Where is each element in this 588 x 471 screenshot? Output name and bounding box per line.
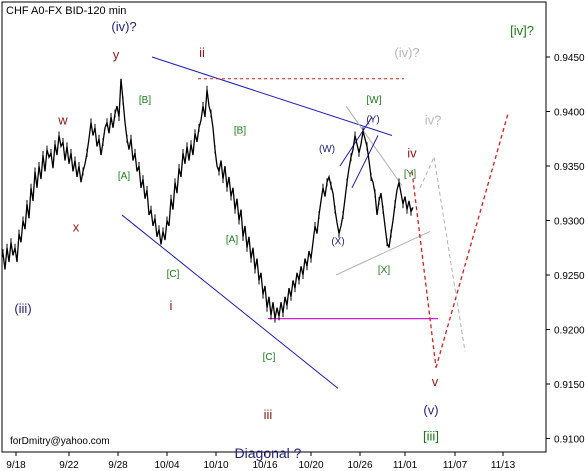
y-tick-label: 0.9350: [554, 162, 585, 173]
wave-label: [B]: [234, 125, 246, 136]
grey-projection-up: [419, 157, 435, 189]
wave-label: [Y]: [404, 169, 416, 180]
wave-label: i: [170, 298, 173, 313]
grey-trendline-upper: [345, 105, 403, 186]
wave-label: Diagonal ?: [235, 445, 302, 461]
wave-label: iv: [407, 145, 417, 160]
wave-label: iv?: [425, 113, 442, 128]
x-tick-label: 9/22: [59, 460, 79, 471]
x-tick-label: 10/04: [154, 460, 179, 471]
wave-label: w: [57, 113, 68, 128]
wave-label: [B]: [139, 95, 151, 106]
wave-label: (Y): [366, 114, 379, 125]
x-tick-label: 11/01: [393, 460, 418, 471]
y-tick-label: 0.9400: [554, 108, 585, 119]
y-tick-label: 0.9100: [554, 435, 585, 446]
y-tick-label: 0.9250: [554, 271, 585, 282]
chart-title: CHF A0-FX BID-120 min: [6, 5, 126, 17]
wave-label: (iv)?: [111, 19, 136, 34]
x-tick-label: 11/07: [443, 460, 468, 471]
x-tick-label: 10/10: [203, 460, 228, 471]
y-tick-label: 0.9450: [554, 53, 585, 64]
upper-channel-line: [151, 56, 393, 136]
x-tick-label: 10/16: [252, 460, 277, 471]
grey-trendline-lower: [335, 230, 431, 276]
wave-label: x: [73, 219, 80, 234]
wave-label: v: [432, 374, 439, 389]
wave-label: [W]: [367, 95, 382, 106]
x-tick-label: 10/26: [347, 460, 372, 471]
wave-label: [A]: [118, 171, 130, 182]
small-wedge-line-2: [351, 135, 379, 189]
wave-label: [A]: [226, 234, 238, 245]
x-tick-label: 9/28: [108, 460, 128, 471]
y-tick-label: 0.9150: [554, 380, 585, 391]
projection-up: [435, 113, 509, 368]
wave-label: (X): [331, 236, 344, 247]
y-tick-label: 0.9300: [554, 217, 585, 228]
x-tick-label: 10/20: [298, 460, 323, 471]
wave-label: iii: [264, 407, 273, 422]
x-tick-label: 9/18: [6, 460, 26, 471]
wave-label: (v): [423, 403, 438, 418]
wave-label: (W): [319, 144, 335, 155]
wave-label: [C]: [263, 352, 276, 363]
wave-label: [iii]: [423, 429, 439, 444]
projection-down: [411, 171, 437, 368]
grey-projection-down: [433, 157, 466, 352]
wave-label: (iii): [14, 301, 31, 316]
wave-label: ii: [199, 45, 205, 60]
wave-label: [C]: [167, 269, 180, 280]
wave-label: y: [113, 47, 120, 62]
footer-email: forDmitry@yahoo.com: [10, 436, 110, 447]
wave-label: [X]: [378, 265, 390, 276]
lower-channel-line: [121, 214, 339, 389]
x-tick-label: 11/13: [491, 460, 516, 471]
y-tick-label: 0.9200: [554, 326, 585, 337]
wave-label: [iv]?: [510, 23, 534, 38]
wave-label: (iv)?: [394, 45, 419, 60]
